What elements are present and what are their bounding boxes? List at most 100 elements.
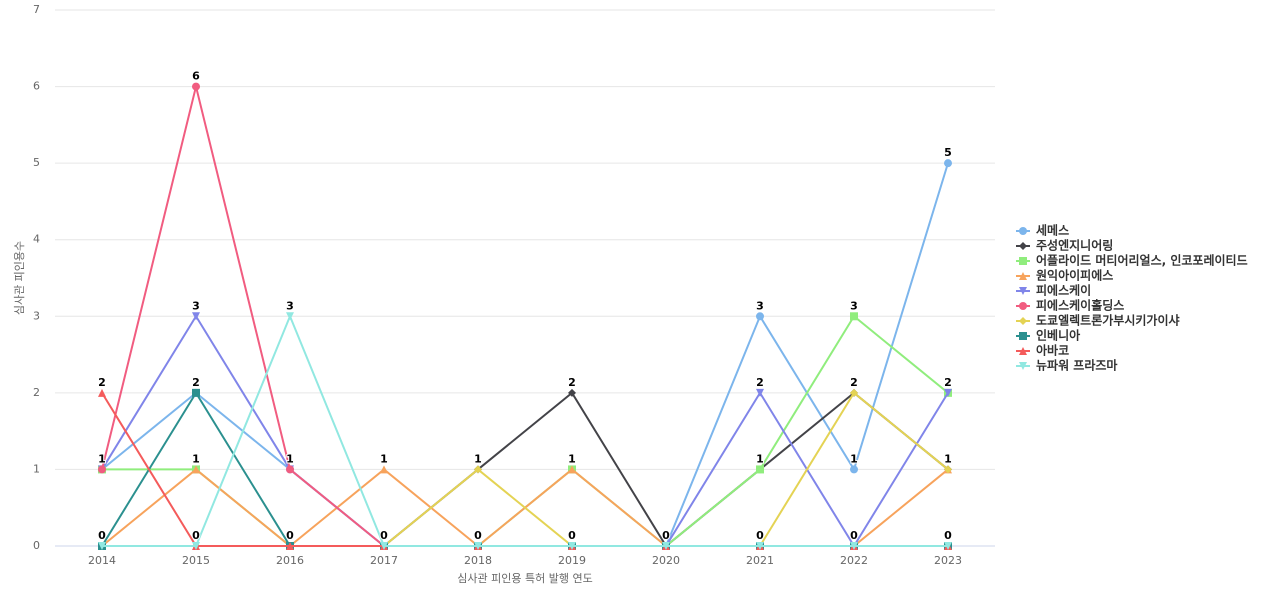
data-label: 2 bbox=[944, 376, 952, 389]
y-tick-label: 0 bbox=[33, 539, 40, 552]
series-line bbox=[102, 313, 948, 547]
y-tick-label: 6 bbox=[33, 80, 40, 93]
data-label: 0 bbox=[380, 529, 388, 542]
point bbox=[474, 465, 482, 474]
point bbox=[286, 542, 294, 550]
data-label: 0 bbox=[474, 529, 482, 542]
legend-label: 뉴파워 프라즈마 bbox=[1036, 358, 1117, 373]
data-label: 2 bbox=[850, 376, 858, 389]
point bbox=[1019, 347, 1027, 355]
point bbox=[192, 388, 200, 397]
data-label: 3 bbox=[192, 299, 200, 312]
point bbox=[98, 388, 106, 397]
legend-item: 원익아이피에스 bbox=[1016, 268, 1113, 283]
point bbox=[944, 542, 952, 550]
x-axis-title: 심사관 피인용 특허 발행 연도 bbox=[457, 572, 592, 585]
x-tick-label: 2015 bbox=[182, 554, 210, 567]
point bbox=[850, 388, 858, 397]
data-label: 0 bbox=[568, 529, 576, 542]
data-label: 3 bbox=[756, 299, 764, 312]
data-label: 0 bbox=[662, 529, 670, 542]
data-label: 1 bbox=[286, 452, 294, 465]
point bbox=[756, 312, 764, 321]
point bbox=[1019, 287, 1027, 295]
data-label: 1 bbox=[192, 452, 200, 465]
data-label: 6 bbox=[192, 70, 200, 83]
legend-label: 도쿄엘렉트론가부시키가이샤 bbox=[1036, 313, 1180, 328]
legend-label: 주성엔지니어링 bbox=[1036, 238, 1113, 253]
x-tick-label: 2020 bbox=[652, 554, 680, 567]
point bbox=[98, 542, 106, 550]
point bbox=[286, 312, 294, 321]
x-tick-label: 2021 bbox=[746, 554, 774, 567]
data-label: 1 bbox=[850, 452, 858, 465]
point bbox=[1019, 272, 1027, 280]
legend-item: 뉴파워 프라즈마 bbox=[1016, 358, 1117, 373]
point bbox=[850, 542, 858, 550]
data-label: 1 bbox=[568, 452, 576, 465]
point bbox=[1019, 227, 1027, 235]
y-tick-label: 3 bbox=[33, 309, 40, 322]
legend-item: 주성엔지니어링 bbox=[1016, 238, 1113, 253]
data-label: 0 bbox=[944, 529, 952, 542]
point bbox=[944, 465, 952, 474]
point bbox=[192, 542, 200, 550]
point bbox=[380, 542, 388, 550]
point bbox=[1019, 362, 1027, 370]
point bbox=[756, 542, 764, 550]
data-label: 3 bbox=[286, 299, 294, 312]
x-tick-label: 2018 bbox=[464, 554, 492, 567]
data-label: 2 bbox=[98, 376, 106, 389]
point bbox=[192, 82, 200, 91]
data-label: 0 bbox=[850, 529, 858, 542]
data-label: 0 bbox=[286, 529, 294, 542]
x-tick-label: 2019 bbox=[558, 554, 586, 567]
point bbox=[850, 312, 858, 321]
legend-item: 도쿄엘렉트론가부시키가이샤 bbox=[1016, 313, 1180, 328]
y-axis-title: 심사관 피인용수 bbox=[13, 241, 26, 315]
data-label: 1 bbox=[756, 452, 764, 465]
point bbox=[1019, 332, 1027, 340]
data-label: 1 bbox=[474, 452, 482, 465]
point bbox=[192, 465, 200, 474]
y-tick-label: 7 bbox=[33, 3, 40, 16]
y-tick-label: 5 bbox=[33, 156, 40, 169]
point bbox=[286, 465, 294, 474]
x-tick-label: 2022 bbox=[840, 554, 868, 567]
legend-label: 어플라이드 머티어리얼스, 인코포레이티드 bbox=[1036, 253, 1248, 268]
legend-label: 아바코 bbox=[1036, 343, 1069, 358]
data-label: 0 bbox=[98, 529, 106, 542]
point bbox=[1019, 302, 1027, 310]
y-tick-label: 4 bbox=[33, 233, 40, 246]
data-label: 2 bbox=[192, 376, 200, 389]
data-label: 2 bbox=[756, 376, 764, 389]
legend-label: 피에스케이 bbox=[1036, 283, 1091, 298]
data-label: 1 bbox=[98, 452, 106, 465]
data-label: 2 bbox=[568, 376, 576, 389]
legend-label: 피에스케이홀딩스 bbox=[1036, 298, 1124, 313]
y-tick-label: 2 bbox=[33, 386, 40, 399]
x-tick-label: 2017 bbox=[370, 554, 398, 567]
point bbox=[1019, 257, 1027, 265]
data-label: 0 bbox=[756, 529, 764, 542]
point bbox=[662, 542, 670, 550]
point bbox=[98, 465, 106, 474]
data-label: 5 bbox=[944, 146, 952, 159]
legend-item: 어플라이드 머티어리얼스, 인코포레이티드 bbox=[1016, 253, 1248, 268]
point bbox=[1019, 317, 1027, 325]
legend-label: 인베니아 bbox=[1036, 328, 1080, 343]
point bbox=[474, 542, 482, 550]
point bbox=[1019, 242, 1027, 250]
point bbox=[944, 388, 952, 397]
legend-item: 피에스케이홀딩스 bbox=[1016, 298, 1124, 313]
point bbox=[568, 465, 576, 474]
point bbox=[380, 465, 388, 474]
x-tick-label: 2014 bbox=[88, 554, 116, 567]
legend-item: 세메스 bbox=[1016, 223, 1069, 238]
y-tick-label: 1 bbox=[33, 462, 40, 475]
legend-item: 인베니아 bbox=[1016, 328, 1080, 343]
x-tick-label: 2023 bbox=[934, 554, 962, 567]
x-tick-label: 2016 bbox=[276, 554, 304, 567]
